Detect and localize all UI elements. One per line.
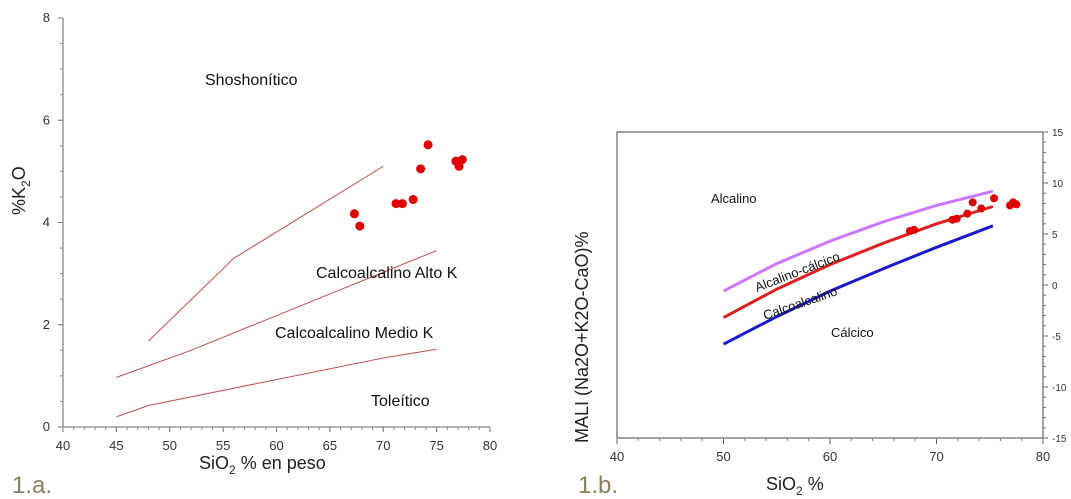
- b-y-tick-label: -15: [1052, 434, 1067, 445]
- a-field-toleitico: Toleítico: [371, 393, 430, 410]
- a-data-point: [457, 155, 467, 165]
- a-data-point: [416, 164, 426, 174]
- b-x-axis-title: SiO2 %: [766, 474, 824, 498]
- a-data-point: [397, 199, 407, 209]
- a-x-tick-label: 65: [323, 438, 337, 453]
- a-data-point: [355, 221, 365, 231]
- a-x-tick-label: 45: [109, 438, 123, 453]
- b-boundary-curve-1: [722, 189, 994, 293]
- a-field-calcoalcalino-medio-k: Calcoalcalino Medio K: [275, 325, 434, 342]
- b-field-calcoalcalino: Calcoalcalino: [761, 283, 839, 322]
- b-x-tick-label: 70: [929, 449, 943, 464]
- a-y-axis-title: %K2O: [9, 166, 33, 215]
- b-y-tick-label: -10: [1052, 383, 1067, 394]
- a-x-tick-label: 40: [56, 438, 70, 453]
- a-boundary-line-2: [116, 250, 437, 378]
- a-x-tick-label: 80: [483, 438, 497, 453]
- b-boundary-curve-2: [722, 205, 994, 319]
- b-data-point: [963, 209, 972, 218]
- a-y-tick-label: 8: [43, 10, 50, 25]
- b-data-point: [952, 214, 961, 223]
- b-y-tick-label: 5: [1052, 230, 1058, 241]
- a-y-tick-label: 4: [43, 215, 50, 230]
- b-x-tick-label: 50: [716, 449, 730, 464]
- a-data-point: [391, 199, 401, 209]
- a-x-tick-label: 70: [376, 438, 390, 453]
- b-y-tick-label: -5: [1052, 332, 1061, 343]
- a-data-point: [423, 140, 433, 150]
- a-x-tick-label: 55: [216, 438, 230, 453]
- a-y-tick-label: 6: [43, 112, 50, 127]
- b-field-alcalino: Alcalino: [711, 191, 757, 206]
- a-field-calcoalcalino-alto-k: Calcoalcalino Alto K: [316, 265, 458, 282]
- b-data-point: [990, 194, 999, 203]
- b-panel-label: 1.b.: [578, 472, 618, 499]
- a-y-tick-label: 2: [43, 317, 50, 332]
- b-data-point: [968, 198, 977, 207]
- b-y-tick-label: 15: [1052, 128, 1064, 139]
- b-field-calcico: Cálcico: [831, 325, 874, 340]
- panel-a: 40 45 50 55 60 65 70 75 80 0 2 4 6 8 Shoshonítico Ca…: [9, 10, 497, 499]
- a-panel-label: 1.a.: [12, 472, 52, 499]
- a-x-tick-label: 75: [429, 438, 443, 453]
- a-data-point: [408, 194, 418, 204]
- b-data-point: [977, 204, 986, 213]
- b-x-tick-label: 80: [1036, 449, 1050, 464]
- b-boundary-curve-3: [722, 224, 994, 346]
- b-x-tick-label: 60: [823, 449, 837, 464]
- a-x-tick-label: 60: [269, 438, 283, 453]
- b-y-tick-label: 10: [1052, 179, 1064, 190]
- a-boundary-line-3: [116, 348, 437, 418]
- b-data-point: [1012, 200, 1021, 209]
- b-y-axis-title: MALI (Na2O+K2O-CaO)%: [572, 231, 592, 443]
- b-x-tick-label: 40: [610, 449, 624, 464]
- a-data-point: [349, 209, 359, 219]
- a-x-tick-label: 50: [163, 438, 177, 453]
- a-y-tick-label: 0: [43, 419, 50, 434]
- a-boundary-line-1: [148, 165, 384, 342]
- a-field-shoshonitico: Shoshonítico: [205, 72, 298, 89]
- b-data-point: [910, 225, 919, 234]
- a-x-axis-title: SiO2 % en peso: [199, 453, 326, 477]
- b-y-tick-label: 0: [1052, 281, 1058, 292]
